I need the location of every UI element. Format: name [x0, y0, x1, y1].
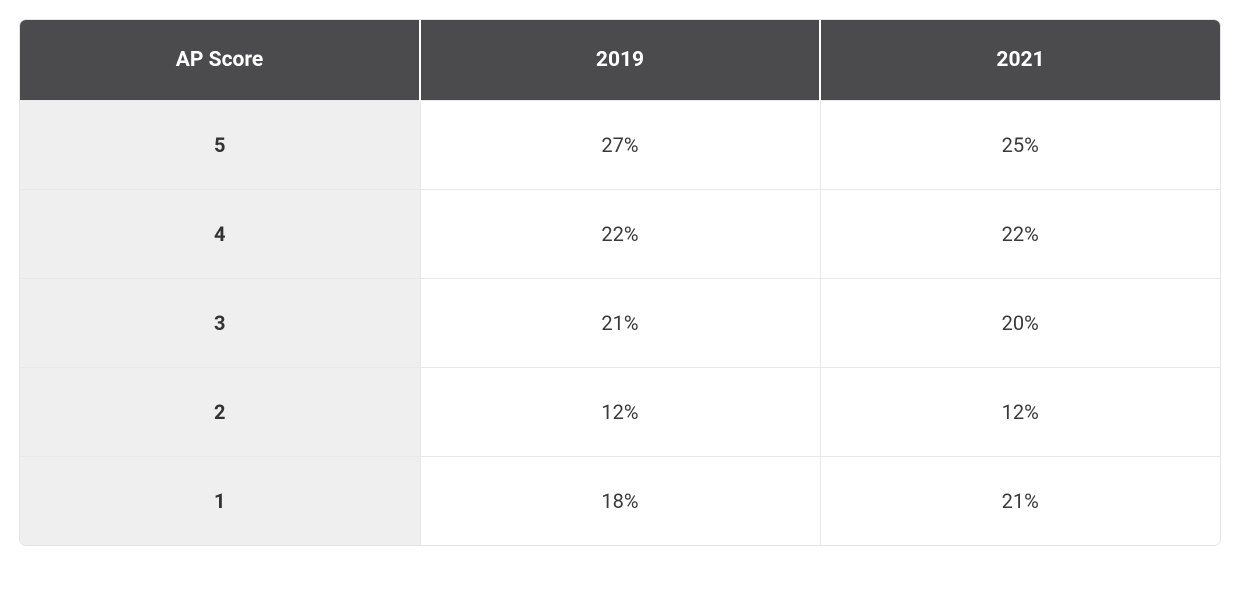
col-header-2019: 2019	[420, 20, 820, 101]
table-row: 3 21% 20%	[20, 279, 1220, 368]
data-table: AP Score 2019 2021 5 27% 25% 4 22% 22% 3…	[20, 20, 1220, 545]
cell-value: 18%	[420, 457, 820, 546]
cell-value: 20%	[820, 279, 1220, 368]
cell-value: 12%	[820, 368, 1220, 457]
cell-value: 22%	[820, 190, 1220, 279]
row-label: 2	[20, 368, 420, 457]
ap-score-table: AP Score 2019 2021 5 27% 25% 4 22% 22% 3…	[20, 20, 1220, 545]
table-row: 2 12% 12%	[20, 368, 1220, 457]
cell-value: 25%	[820, 101, 1220, 190]
col-header-2021: 2021	[820, 20, 1220, 101]
table-header-row: AP Score 2019 2021	[20, 20, 1220, 101]
cell-value: 21%	[820, 457, 1220, 546]
cell-value: 27%	[420, 101, 820, 190]
table-row: 1 18% 21%	[20, 457, 1220, 546]
row-label: 5	[20, 101, 420, 190]
cell-value: 12%	[420, 368, 820, 457]
row-label: 4	[20, 190, 420, 279]
table-row: 5 27% 25%	[20, 101, 1220, 190]
col-header-score: AP Score	[20, 20, 420, 101]
row-label: 1	[20, 457, 420, 546]
row-label: 3	[20, 279, 420, 368]
table-row: 4 22% 22%	[20, 190, 1220, 279]
cell-value: 22%	[420, 190, 820, 279]
cell-value: 21%	[420, 279, 820, 368]
